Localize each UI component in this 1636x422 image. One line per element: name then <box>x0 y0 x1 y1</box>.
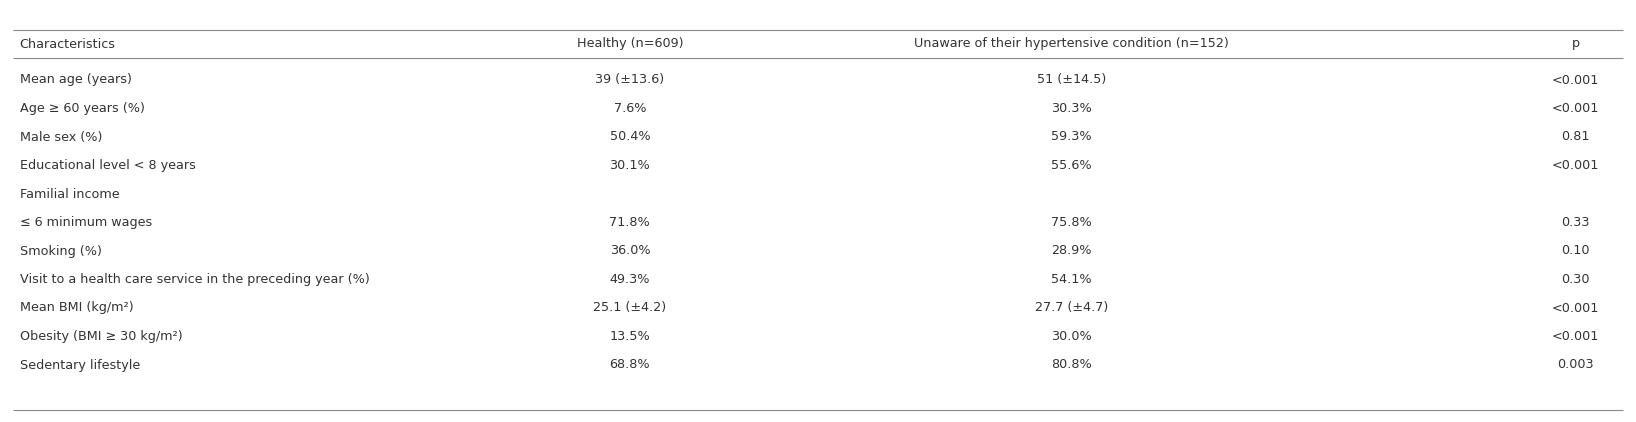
Text: 51 (±14.5): 51 (±14.5) <box>1037 73 1106 87</box>
Text: 80.8%: 80.8% <box>1052 359 1091 371</box>
Text: 25.1 (±4.2): 25.1 (±4.2) <box>594 301 666 314</box>
Text: <0.001: <0.001 <box>1553 159 1598 172</box>
Text: 54.1%: 54.1% <box>1052 273 1091 286</box>
Text: 0.003: 0.003 <box>1557 359 1593 371</box>
Text: 7.6%: 7.6% <box>614 102 646 115</box>
Text: 0.33: 0.33 <box>1561 216 1590 229</box>
Text: 71.8%: 71.8% <box>610 216 649 229</box>
Text: 27.7 (±4.7): 27.7 (±4.7) <box>1036 301 1108 314</box>
Text: 39 (±13.6): 39 (±13.6) <box>596 73 664 87</box>
Text: <0.001: <0.001 <box>1553 301 1598 314</box>
Text: 0.10: 0.10 <box>1561 244 1590 257</box>
Text: Familial income: Familial income <box>20 187 119 200</box>
Text: 28.9%: 28.9% <box>1052 244 1091 257</box>
Text: <0.001: <0.001 <box>1553 73 1598 87</box>
Text: Mean age (years): Mean age (years) <box>20 73 131 87</box>
Text: 0.81: 0.81 <box>1561 130 1590 143</box>
Text: Male sex (%): Male sex (%) <box>20 130 101 143</box>
Text: 30.1%: 30.1% <box>610 159 649 172</box>
Text: <0.001: <0.001 <box>1553 330 1598 343</box>
Text: <0.001: <0.001 <box>1553 102 1598 115</box>
Text: Age ≥ 60 years (%): Age ≥ 60 years (%) <box>20 102 144 115</box>
Text: 13.5%: 13.5% <box>610 330 649 343</box>
Text: Healthy (n=609): Healthy (n=609) <box>576 38 684 51</box>
Text: 36.0%: 36.0% <box>610 244 649 257</box>
Text: Characteristics: Characteristics <box>20 38 116 51</box>
Text: 50.4%: 50.4% <box>610 130 649 143</box>
Text: p: p <box>1572 38 1579 51</box>
Text: Obesity (BMI ≥ 30 kg/m²): Obesity (BMI ≥ 30 kg/m²) <box>20 330 182 343</box>
Text: Unaware of their hypertensive condition (n=152): Unaware of their hypertensive condition … <box>915 38 1229 51</box>
Text: Mean BMI (kg/m²): Mean BMI (kg/m²) <box>20 301 133 314</box>
Text: Smoking (%): Smoking (%) <box>20 244 101 257</box>
Text: 0.30: 0.30 <box>1561 273 1590 286</box>
Text: 30.3%: 30.3% <box>1052 102 1091 115</box>
Text: 49.3%: 49.3% <box>610 273 649 286</box>
Text: 68.8%: 68.8% <box>610 359 649 371</box>
Text: 59.3%: 59.3% <box>1052 130 1091 143</box>
Text: Visit to a health care service in the preceding year (%): Visit to a health care service in the pr… <box>20 273 370 286</box>
Text: ≤ 6 minimum wages: ≤ 6 minimum wages <box>20 216 152 229</box>
Text: Educational level < 8 years: Educational level < 8 years <box>20 159 196 172</box>
Text: 30.0%: 30.0% <box>1052 330 1091 343</box>
Text: 55.6%: 55.6% <box>1052 159 1091 172</box>
Text: 75.8%: 75.8% <box>1052 216 1091 229</box>
Text: Sedentary lifestyle: Sedentary lifestyle <box>20 359 141 371</box>
